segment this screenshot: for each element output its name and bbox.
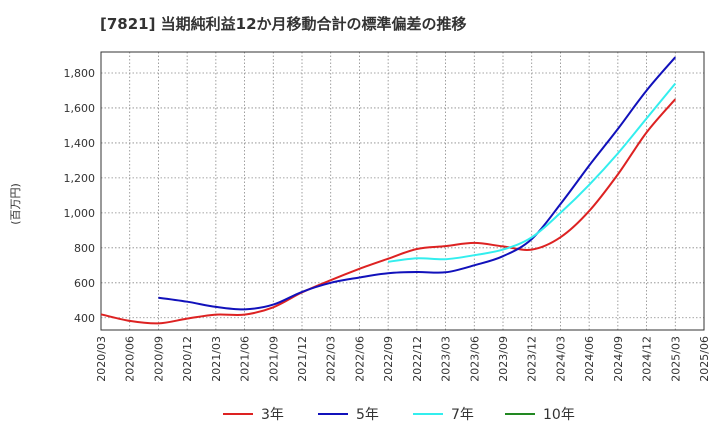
- x-tick-label: 2022/09: [382, 336, 395, 382]
- x-tick-label: 2021/03: [210, 336, 223, 382]
- y-tick-label: 1,200: [64, 172, 96, 185]
- y-tick-label: 1,800: [64, 67, 96, 80]
- legend-label: 5年: [356, 407, 379, 423]
- x-tick-label: 2024/06: [583, 336, 596, 382]
- x-tick-label: 2023/06: [468, 336, 481, 382]
- x-tick-label: 2021/12: [296, 336, 309, 382]
- x-tick-label: 2022/03: [325, 336, 338, 382]
- x-tick-label: 2021/09: [267, 336, 280, 382]
- grid: [101, 52, 704, 330]
- legend-label: 10年: [543, 407, 575, 423]
- x-tick-label: 2023/12: [526, 336, 539, 382]
- x-tick-label: 2024/03: [554, 336, 567, 382]
- series-line-3年: [100, 98, 677, 325]
- chart-title: [7821] 当期純利益12か月移動合計の標準偏差の推移: [100, 15, 467, 33]
- x-tick-label: 2024/09: [612, 336, 625, 382]
- x-tick-label: 2022/12: [411, 336, 424, 382]
- x-tick-label: 2023/03: [440, 336, 453, 382]
- x-tick-label: 2022/06: [353, 336, 366, 382]
- axes: 400 600 800 1,000 1,200 1,400 1,600 1,800 2020/0…: [64, 67, 712, 382]
- x-tick-label: 2021/06: [239, 336, 252, 382]
- y-tick-label: 800: [74, 242, 95, 255]
- series-group: [100, 56, 677, 325]
- y-tick-label: 400: [74, 312, 95, 325]
- legend-label: 7年: [451, 407, 474, 423]
- legend: 3年 5年 7年 10年: [223, 407, 575, 423]
- x-tick-label: 2025/06: [698, 336, 711, 382]
- x-tick-label: 2024/12: [641, 336, 654, 382]
- series-line-5年: [158, 56, 677, 311]
- x-tick-label: 2020/09: [152, 336, 165, 382]
- x-tick-label: 2023/09: [497, 336, 510, 382]
- x-tick-label: 2020/12: [181, 336, 194, 382]
- y-tick-label: 1,600: [64, 102, 96, 115]
- legend-label: 3年: [261, 407, 284, 423]
- y-tick-label: 600: [74, 277, 95, 290]
- y-tick-label: 1,000: [64, 207, 96, 220]
- x-tick-label: 2020/06: [124, 336, 137, 382]
- y-axis-label: (百万円): [9, 183, 22, 225]
- series-line-7年: [387, 82, 677, 263]
- x-tick-label: 2025/03: [669, 336, 682, 382]
- y-tick-label: 1,400: [64, 137, 96, 150]
- x-tick-label: 2020/03: [95, 336, 108, 382]
- plot-area: [100, 51, 705, 331]
